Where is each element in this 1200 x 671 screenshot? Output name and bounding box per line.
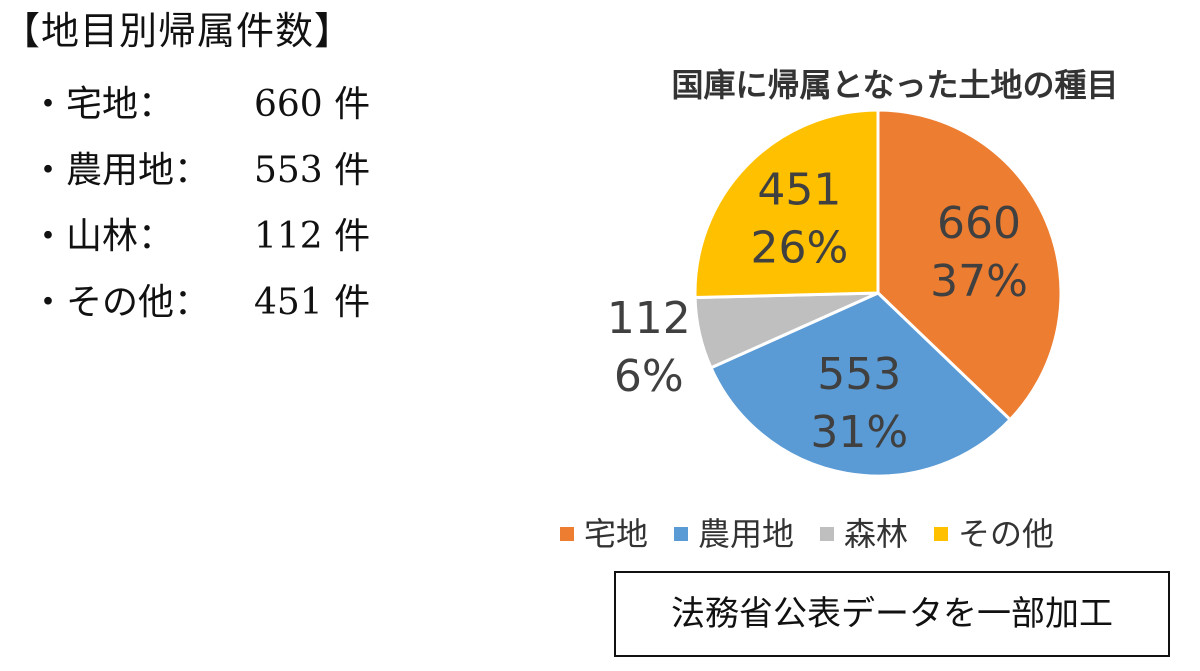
legend-swatch xyxy=(820,527,835,541)
data-label-value: 112 xyxy=(610,293,691,344)
list-item-value: 660 件 xyxy=(254,84,371,125)
legend-label: 農用地 xyxy=(698,515,795,553)
data-label-value: 451 xyxy=(757,164,841,215)
list-heading: 【地目別帰属件数】 xyxy=(2,9,354,53)
legend-label: 宅地 xyxy=(584,515,649,553)
list-item-value: 451 件 xyxy=(254,282,371,323)
source-note: 法務省公表データを一部加工 xyxy=(614,571,1170,657)
legend-item: その他 xyxy=(934,510,1054,558)
list-item-name: ・農用地： xyxy=(30,150,211,191)
data-label-percent: 6% xyxy=(614,351,684,402)
data-label-percent: 37% xyxy=(930,256,1028,307)
slice-sonota xyxy=(693,110,880,300)
list-item-value: 112 件 xyxy=(254,216,371,257)
list-item-name: ・宅地： xyxy=(30,84,175,125)
data-label-value: 660 xyxy=(937,198,1021,249)
pie-chart: 660 37% 553 31% 112 6% 451 26% xyxy=(610,110,1063,478)
data-label-percent: 26% xyxy=(751,222,849,273)
list-item-name: ・その他： xyxy=(30,282,211,323)
list-item: ・山林： 112 件 xyxy=(30,208,410,274)
legend-swatch xyxy=(934,527,949,541)
list-item: ・農用地： 553 件 xyxy=(30,142,410,208)
chart-title: 国庫に帰属となった土地の種目 xyxy=(671,66,1119,104)
list-item-value: 553 件 xyxy=(254,150,371,191)
list-item: ・宅地： 660 件 xyxy=(30,76,410,142)
legend-label: 森林 xyxy=(844,515,909,553)
slice-noyochi xyxy=(708,291,1013,478)
list-item-name: ・山林： xyxy=(30,216,175,257)
list-item: ・その他： 451 件 xyxy=(30,274,410,340)
data-label-value: 553 xyxy=(817,349,901,400)
legend-label: その他 xyxy=(958,515,1055,553)
legend-item: 農用地 xyxy=(674,510,794,558)
legend-swatch xyxy=(560,527,574,541)
data-label-percent: 31% xyxy=(810,407,908,458)
legend-item: 森林 xyxy=(820,510,908,558)
category-count-list: ・宅地： 660 件 ・農用地： 553 件 ・山林： 112 件 ・その他： … xyxy=(30,76,410,340)
slice-takuchi xyxy=(876,110,1063,422)
legend-item: 宅地 xyxy=(560,510,648,558)
legend-swatch xyxy=(674,527,689,541)
chart-legend: 宅地 農用地 森林 その他 xyxy=(560,510,1200,558)
